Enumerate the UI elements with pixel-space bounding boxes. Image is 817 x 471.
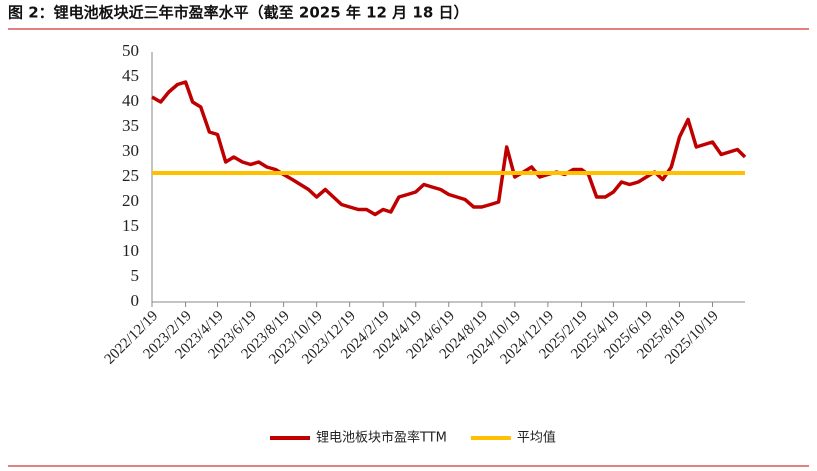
y-tick-label: 15 <box>122 216 139 235</box>
y-tick-label: 0 <box>131 291 140 310</box>
y-tick-label: 10 <box>122 241 139 260</box>
y-tick-label: 45 <box>122 66 139 85</box>
chart-title: 图 2：锂电池板块近三年市盈率水平（截至 2025 年 12 月 18 日） <box>8 4 469 22</box>
legend-label: 平均值 <box>517 430 556 446</box>
y-tick-label: 40 <box>122 91 139 110</box>
y-tick-label: 35 <box>122 116 139 135</box>
line-series <box>151 80 747 217</box>
legend-label: 锂电池板块市盈率TTM <box>316 430 447 446</box>
y-tick-label: 20 <box>122 191 139 210</box>
y-tick-label: 50 <box>122 41 139 60</box>
y-tick-label: 5 <box>131 266 140 285</box>
y-tick-label: 30 <box>122 141 139 160</box>
y-tick-label: 25 <box>122 166 139 185</box>
